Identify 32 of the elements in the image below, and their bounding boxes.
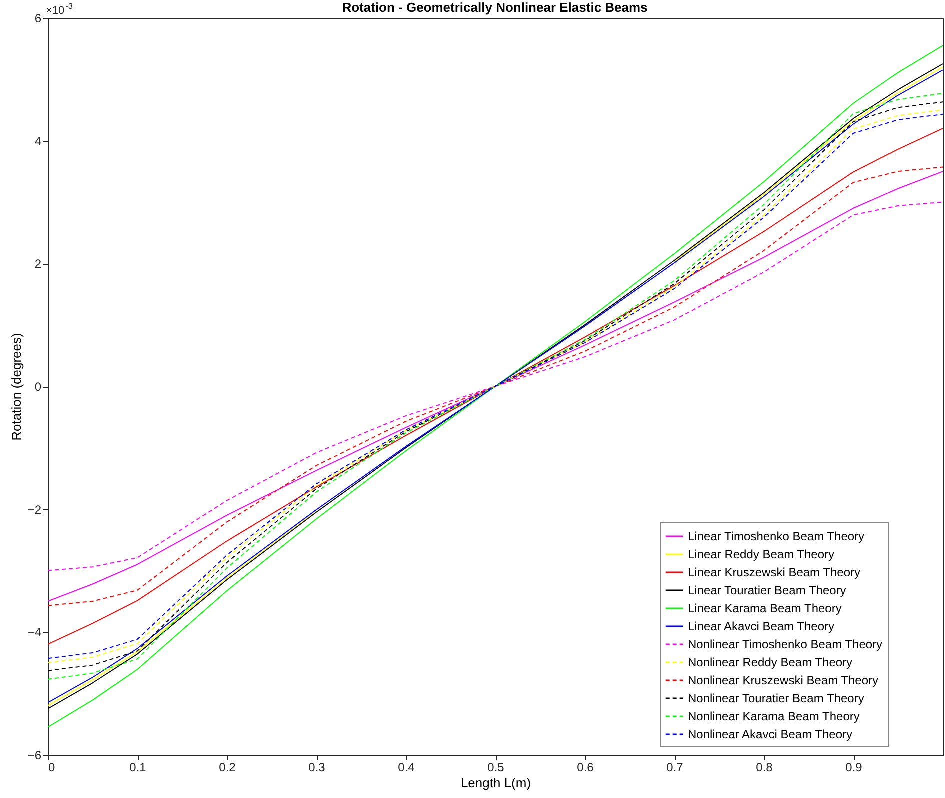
legend-label: Linear Reddy Beam Theory <box>688 548 835 562</box>
x-tick-label: 0.7 <box>666 760 684 774</box>
y-tick-label: 4 <box>34 134 42 148</box>
x-tick-label: 0.9 <box>846 760 863 774</box>
legend-label: Linear Karama Beam Theory <box>688 602 842 616</box>
legend-label: Nonlinear Akavci Beam Theory <box>688 728 853 742</box>
x-tick-label: 0.6 <box>577 760 594 774</box>
legend-label: Nonlinear Timoshenko Beam Theory <box>688 638 883 652</box>
x-tick-label: 0.4 <box>398 760 416 774</box>
y-tick-label: −6 <box>28 748 42 762</box>
legend-label: Nonlinear Kruszewski Beam Theory <box>688 674 879 688</box>
x-tick-label: 0.1 <box>130 760 147 774</box>
chart-title: Rotation - Geometrically Nonlinear Elastic Beams <box>342 0 648 15</box>
legend-label: Linear Touratier Beam Theory <box>688 584 846 598</box>
y-axis-title: Rotation (degrees) <box>8 333 24 441</box>
y-tick-label: 2 <box>34 257 42 272</box>
x-tick-label: 0.8 <box>756 760 774 774</box>
legend-label: Linear Kruszewski Beam Theory <box>688 566 861 580</box>
x-tick-label: 0.2 <box>219 760 236 774</box>
x-tick-label: 0.5 <box>488 760 505 774</box>
legend-label: Linear Akavci Beam Theory <box>688 620 835 634</box>
legend-label: Nonlinear Karama Beam Theory <box>688 710 860 724</box>
legend-label: Nonlinear Touratier Beam Theory <box>688 692 864 706</box>
legend-label: Linear Timoshenko Beam Theory <box>688 530 865 544</box>
x-axis-title: Length L(m) <box>460 776 532 790</box>
y-tick-label: −4 <box>28 626 42 640</box>
legend-label: Nonlinear Reddy Beam Theory <box>688 656 853 670</box>
y-tick-label: 6 <box>34 12 42 26</box>
y-tick-label: 0 <box>34 380 42 394</box>
x-tick-label: 0.3 <box>308 760 326 774</box>
x-tick-label: 0 <box>48 760 56 774</box>
y-tick-label: −2 <box>28 502 42 517</box>
